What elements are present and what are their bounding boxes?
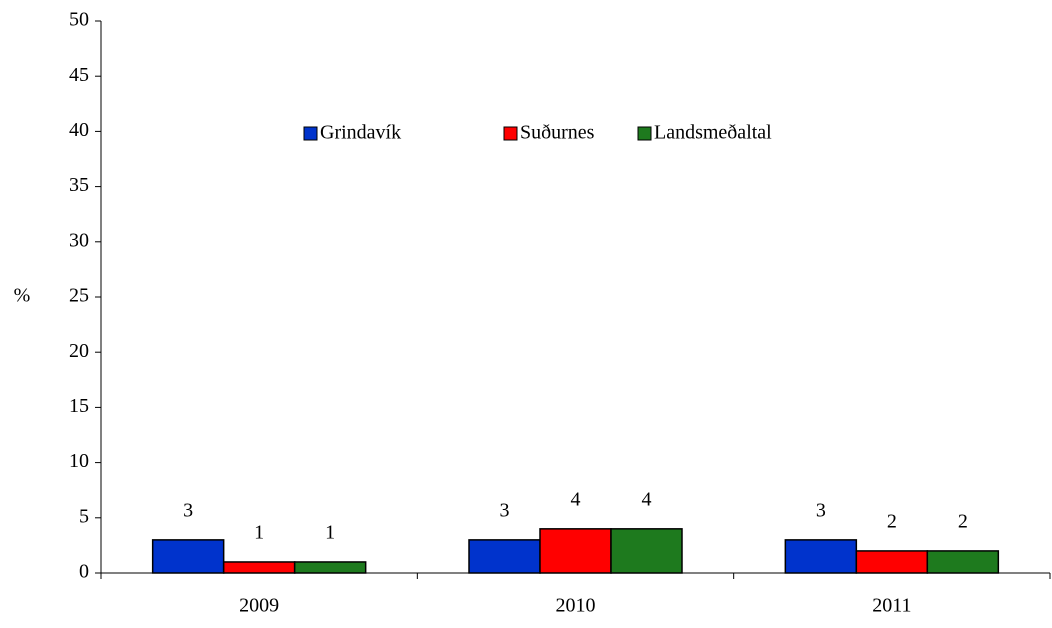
legend-label: Grindavík <box>320 122 401 144</box>
legend-label: Landsmeðaltal <box>654 122 772 144</box>
y-tick-label: 20 <box>69 340 89 362</box>
data-label: 1 <box>325 522 335 544</box>
bar <box>151 539 225 574</box>
y-tick-label: 25 <box>69 285 89 307</box>
y-tick-label: 35 <box>69 174 89 196</box>
bar <box>926 550 1000 574</box>
bar <box>784 539 858 574</box>
bar <box>610 528 683 574</box>
data-label: 2 <box>958 511 968 533</box>
bar <box>539 528 612 574</box>
y-tick-label: 0 <box>79 561 89 583</box>
legend-swatch <box>637 126 652 141</box>
y-tick-label: 45 <box>69 64 89 86</box>
y-axis-label: % <box>14 285 31 307</box>
legend-label: Suðurnes <box>520 122 595 144</box>
data-label: 2 <box>887 511 897 533</box>
x-tick-label: 2011 <box>872 595 911 617</box>
y-tick-label: 15 <box>69 395 89 417</box>
legend-swatch <box>503 126 518 141</box>
y-tick-label: 50 <box>69 9 89 31</box>
data-label: 3 <box>500 499 510 521</box>
data-label: 3 <box>816 499 826 521</box>
bar <box>855 550 929 574</box>
x-tick-label: 2009 <box>239 595 279 617</box>
bar <box>468 539 541 574</box>
y-tick-label: 5 <box>79 505 89 527</box>
legend-swatch <box>303 126 318 141</box>
data-label: 4 <box>642 488 652 510</box>
bar <box>293 561 367 574</box>
bar <box>222 561 296 574</box>
x-tick-label: 2010 <box>556 595 596 617</box>
y-tick-label: 40 <box>69 119 89 141</box>
data-label: 3 <box>183 499 193 521</box>
y-tick-label: 10 <box>69 450 89 472</box>
y-tick-label: 30 <box>69 229 89 251</box>
data-label: 4 <box>571 488 581 510</box>
data-label: 1 <box>254 522 264 544</box>
